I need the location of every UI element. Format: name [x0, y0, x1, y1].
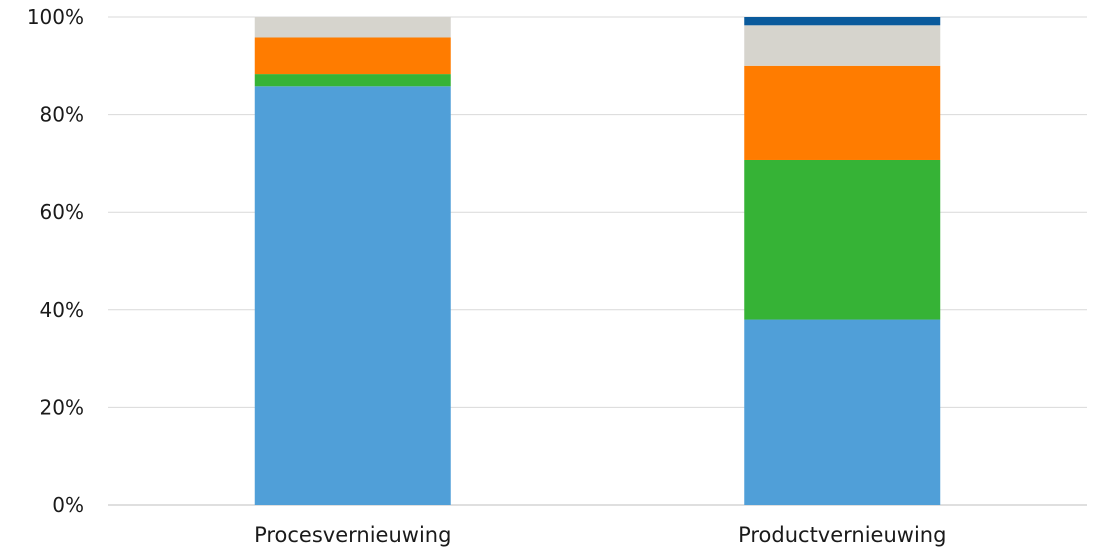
bars	[254, 17, 941, 506]
x-category-label: Procesvernieuwing	[254, 523, 451, 547]
y-tick-label: 100%	[27, 5, 84, 29]
y-tick-label: 0%	[52, 493, 84, 517]
y-tick-label: 80%	[40, 103, 84, 127]
y-tick-label: 40%	[40, 298, 84, 322]
bar-segment-4	[254, 17, 451, 38]
bar-segment-1	[744, 319, 941, 505]
bar-segment-2	[254, 74, 451, 87]
x-axis-category-labels: Procesvernieuwing Productvernieuwing	[254, 523, 946, 547]
y-tick-label: 60%	[40, 200, 84, 224]
bar-segment-5	[744, 17, 941, 26]
bar-segment-4	[744, 25, 941, 66]
y-axis-tick-labels: 0% 20% 40% 60% 80% 100%	[27, 5, 84, 517]
bar-segment-1	[254, 86, 451, 506]
bar-segment-2	[744, 159, 941, 320]
bar-segment-3	[744, 65, 941, 160]
bar-segment-3	[254, 37, 451, 75]
y-tick-label: 20%	[40, 395, 84, 419]
x-category-label: Productvernieuwing	[738, 523, 946, 547]
